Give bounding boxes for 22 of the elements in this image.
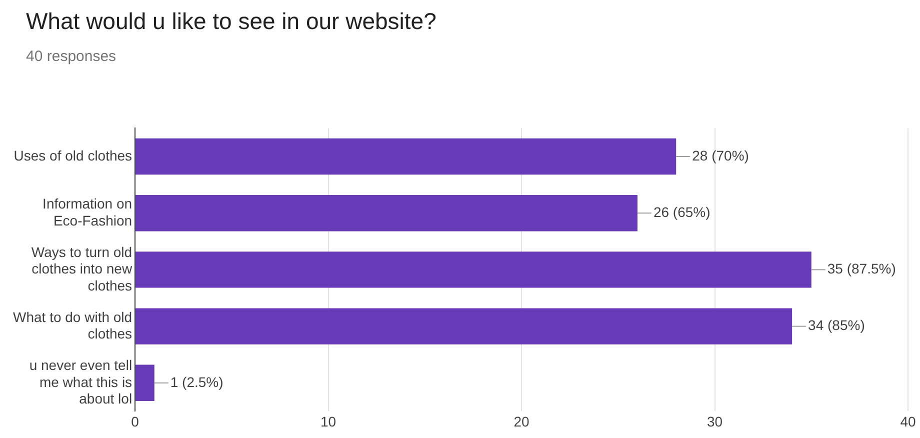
data-label: 34 (85%) <box>808 317 865 334</box>
data-label: 26 (65%) <box>653 204 710 220</box>
y-tick-label: u never even tell me what this is about lol <box>29 356 132 407</box>
x-tick-label: 30 <box>706 413 723 430</box>
x-tick-label: 0 <box>131 413 140 430</box>
data-label: 1 (2.5%) <box>170 374 224 390</box>
y-tick-label: Information on Eco-Fashion <box>42 196 132 228</box>
chart-subtitle: 40 responses <box>26 48 116 65</box>
bar <box>136 364 154 402</box>
x-tick-label: 10 <box>320 413 336 430</box>
x-tick-label: 40 <box>900 413 916 430</box>
data-label: 28 (70%) <box>692 147 749 164</box>
data-label: 35 (87.5%) <box>827 260 896 277</box>
bar <box>136 138 676 175</box>
bar <box>136 308 792 344</box>
bar <box>136 252 812 288</box>
y-tick-label: Uses of old clothes <box>14 147 132 164</box>
y-tick-label: What to do with old clothes <box>13 308 132 342</box>
bar <box>136 194 638 232</box>
y-tick-label: Ways to turn old clothes into new clothes <box>31 244 133 294</box>
chart-title: What would u like to see in our website? <box>26 8 436 35</box>
x-tick-label: 20 <box>514 413 530 430</box>
